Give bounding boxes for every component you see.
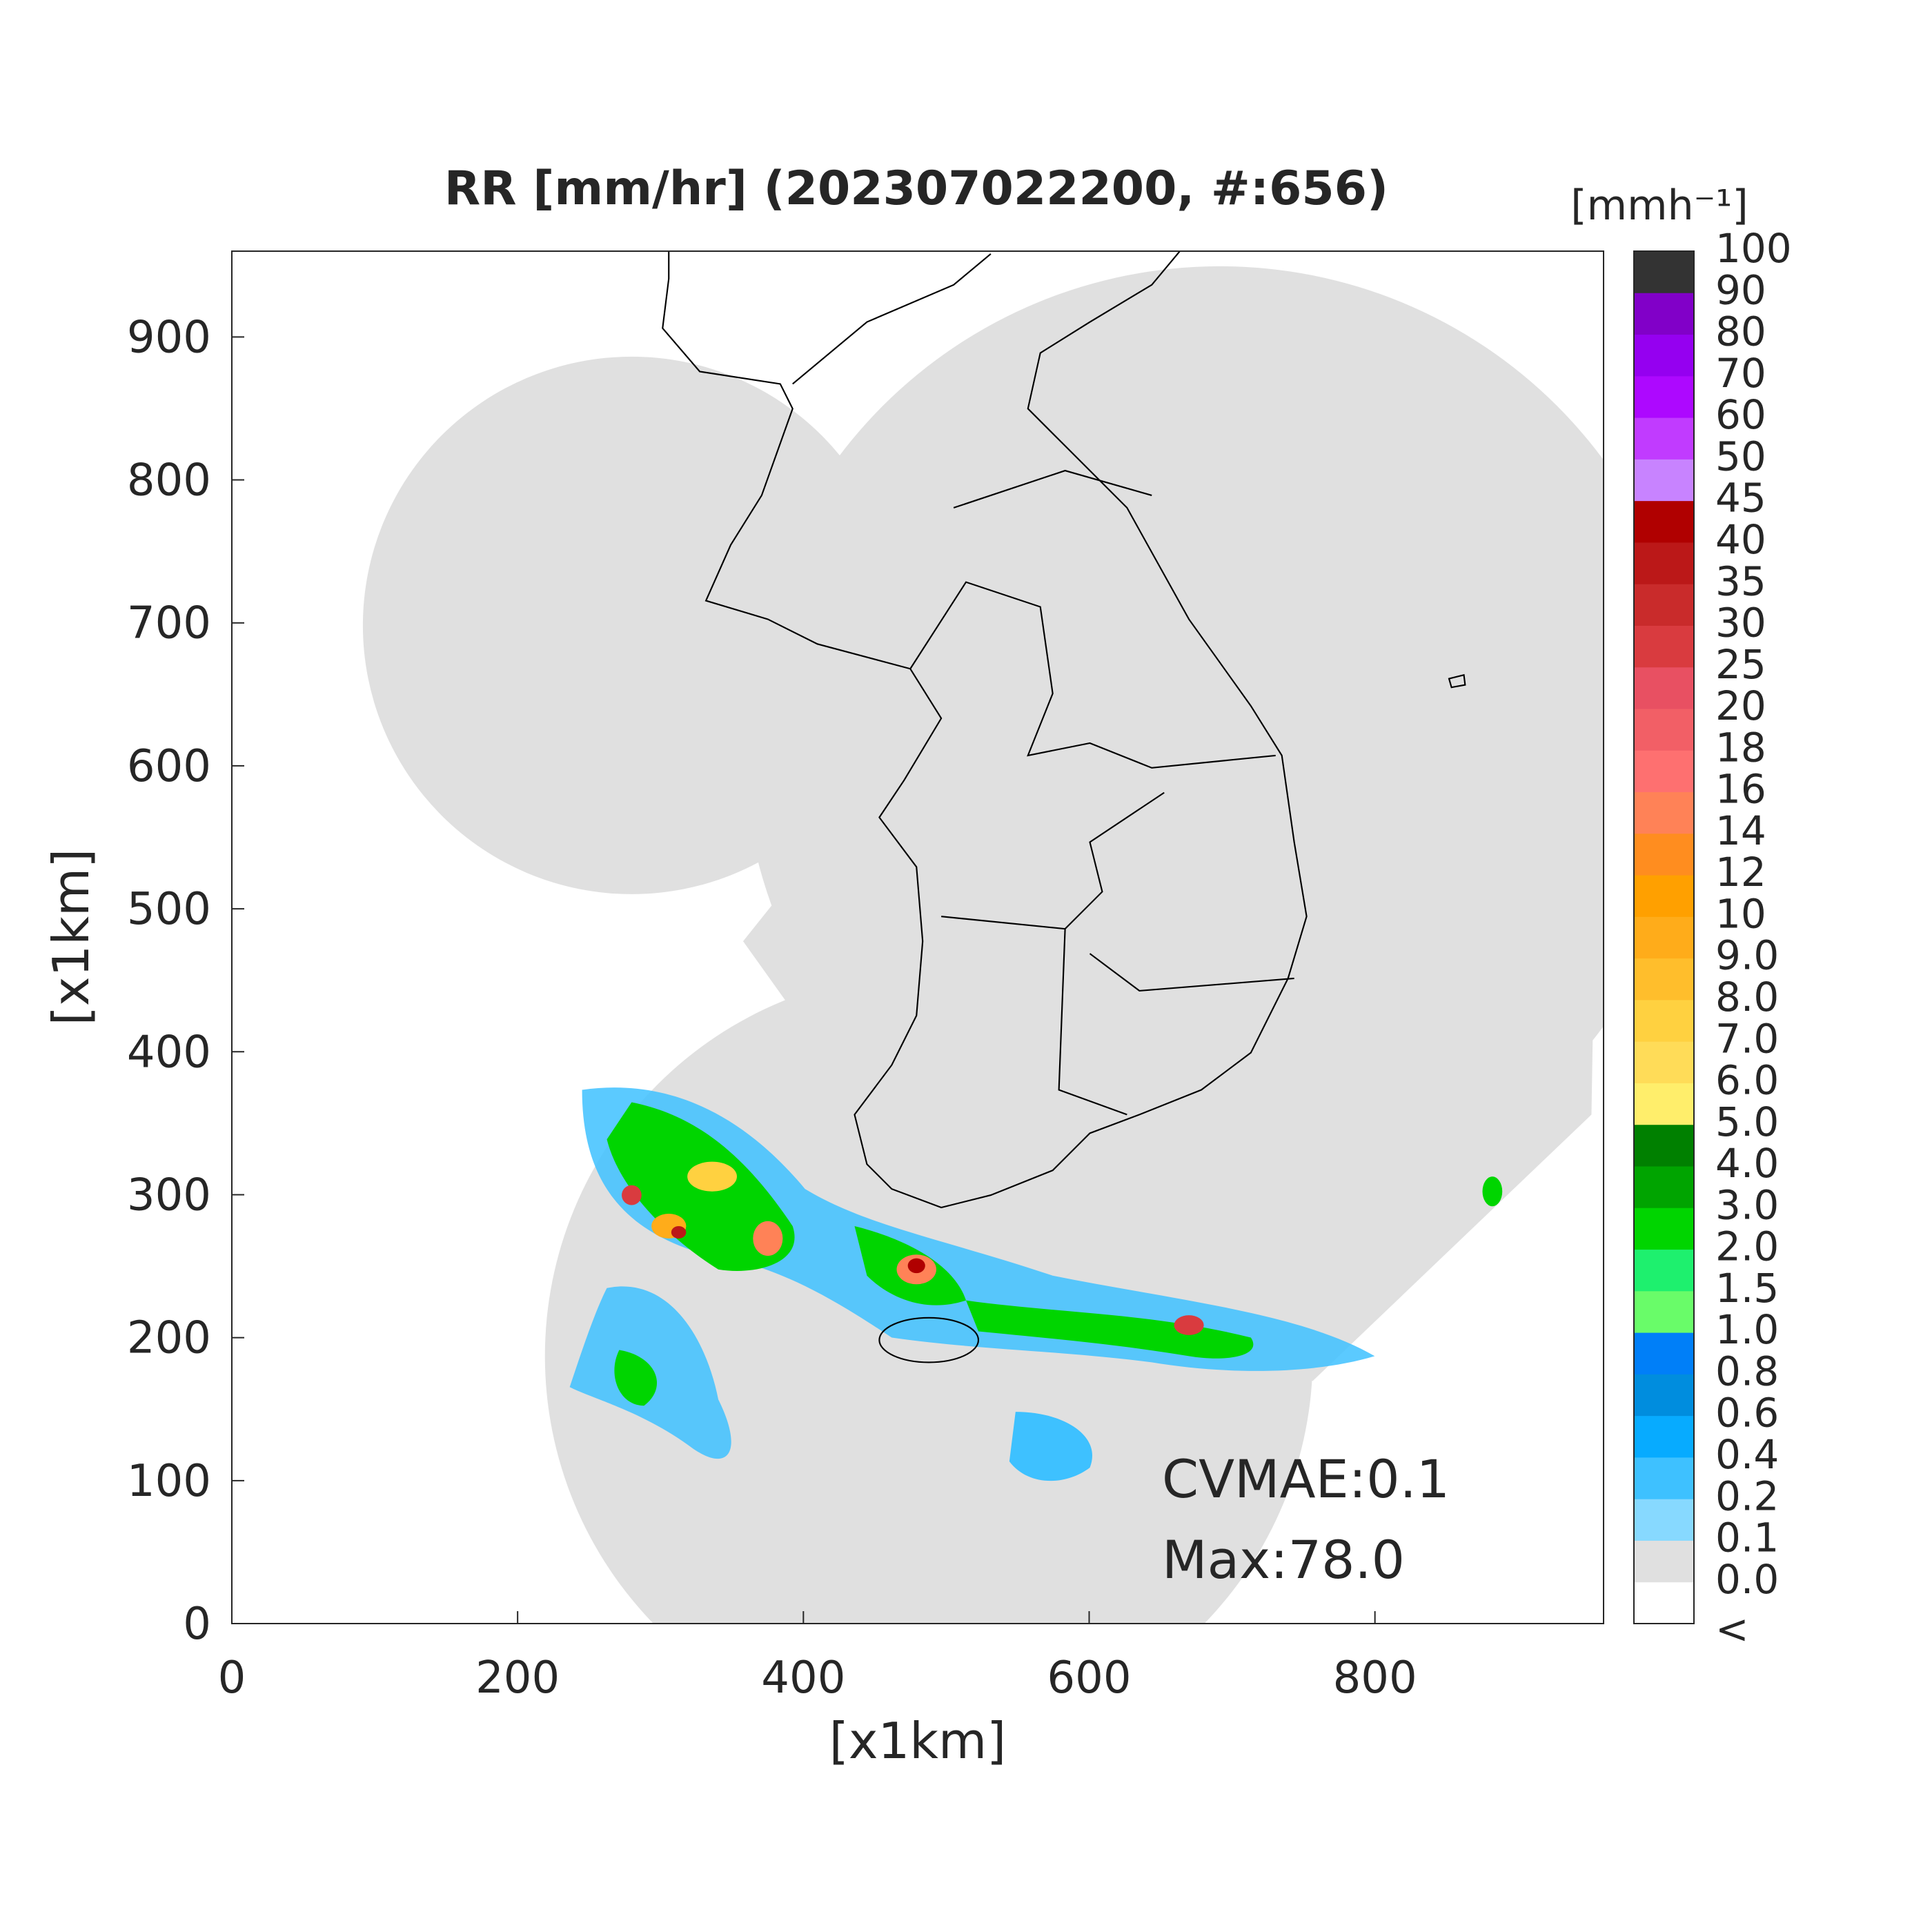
colorbar-label: 25 [1715, 641, 1766, 688]
colorbar-label: 0.6 [1715, 1390, 1779, 1437]
colorbar-label: < [1715, 1606, 1749, 1653]
x-tick-label: 600 [1047, 1653, 1131, 1704]
colorbar-bin [1634, 542, 1694, 584]
axes-box [231, 250, 1604, 1624]
colorbar-bin [1634, 251, 1694, 293]
colorbar-label: 60 [1715, 391, 1766, 438]
colorbar-bin [1634, 375, 1694, 418]
colorbar-bin [1634, 334, 1694, 377]
colorbar-label: 0.4 [1715, 1431, 1779, 1478]
colorbar-bin [1634, 625, 1694, 668]
colorbar-bin [1634, 709, 1694, 751]
colorbar-label: 90 [1715, 266, 1766, 313]
colorbar-bin [1634, 833, 1694, 876]
colorbar-bin [1634, 1540, 1694, 1583]
annotation: Max:78.0 [1162, 1529, 1405, 1590]
colorbar-bin [1634, 1083, 1694, 1125]
colorbar-label: 0.2 [1715, 1472, 1779, 1519]
colorbar-label: 16 [1715, 766, 1766, 813]
colorbar-label: 14 [1715, 807, 1766, 854]
x-tick-label: 400 [761, 1653, 845, 1704]
colorbar-label: 0.1 [1715, 1515, 1779, 1561]
colorbar-label: 7.0 [1715, 1015, 1779, 1062]
y-axis-label: [x1km] [42, 849, 100, 1025]
colorbar-bin [1634, 1166, 1694, 1208]
colorbar-label: 2.0 [1715, 1223, 1779, 1270]
colorbar-bin [1634, 417, 1694, 460]
y-tick-label: 800 [127, 455, 211, 506]
colorbar-label: 6.0 [1715, 1057, 1779, 1104]
colorbar-label: 50 [1715, 433, 1766, 480]
colorbar-label: 9.0 [1715, 932, 1779, 979]
y-tick-label: 900 [127, 312, 211, 363]
annotation: CVMAE:0.1 [1162, 1448, 1450, 1510]
x-axis-label: [x1km] [829, 1712, 1006, 1770]
colorbar-bin [1634, 1457, 1694, 1499]
x-tick-label: 0 [218, 1653, 246, 1704]
colorbar-label: 100 [1715, 225, 1792, 272]
colorbar-bin [1634, 1124, 1694, 1167]
colorbar-bin [1634, 999, 1694, 1042]
map-layer [362, 251, 1604, 1624]
colorbar-bin [1634, 916, 1694, 959]
colorbar-label: 80 [1715, 308, 1766, 355]
colorbar-bin [1634, 500, 1694, 543]
colorbar-bin [1634, 875, 1694, 917]
colorbar-label: 45 [1715, 475, 1766, 522]
colorbar-bin [1634, 791, 1694, 834]
colorbar-label: 10 [1715, 890, 1766, 937]
colorbar-bin [1634, 1415, 1694, 1458]
colorbar-bin [1634, 1249, 1694, 1292]
y-tick-label: 600 [127, 741, 211, 792]
colorbar-label: 3.0 [1715, 1181, 1779, 1228]
colorbar-label: 30 [1715, 600, 1766, 647]
y-tick-label: 200 [127, 1313, 211, 1364]
colorbar-label: 1.5 [1715, 1265, 1779, 1312]
colorbar-bin [1634, 1041, 1694, 1083]
colorbar-label: 20 [1715, 682, 1766, 729]
radar-coverage [362, 266, 1604, 1624]
colorbar-bin [1634, 1332, 1694, 1374]
y-tick-label: 400 [127, 1027, 211, 1078]
colorbar-label: 12 [1715, 849, 1766, 896]
colorbar-label: 40 [1715, 516, 1766, 563]
x-tick-label: 800 [1333, 1653, 1417, 1704]
colorbar-bin [1634, 584, 1694, 626]
colorbar-label: 18 [1715, 724, 1766, 771]
colorbar-label: 4.0 [1715, 1140, 1779, 1187]
y-tick-label: 500 [127, 884, 211, 935]
colorbar-bin [1634, 1290, 1694, 1333]
chart-title: RR [mm/hr] (202307022200, #:656) [444, 161, 1388, 216]
y-tick-label: 300 [127, 1170, 211, 1221]
colorbar-bin [1634, 459, 1694, 502]
colorbar-bin [1634, 1374, 1694, 1417]
colorbar-bin [1634, 1208, 1694, 1250]
colorbar-label: 35 [1715, 558, 1766, 604]
colorbar-bin [1634, 958, 1694, 1000]
y-tick-label: 100 [127, 1456, 211, 1507]
colorbar-label: 0.0 [1715, 1556, 1779, 1603]
colorbar-bin [1634, 1499, 1694, 1541]
colorbar-frame [1633, 250, 1695, 1624]
precipitation [569, 1087, 1503, 1481]
colorbar-label: 8.0 [1715, 974, 1779, 1021]
colorbar-bin [1634, 667, 1694, 709]
colorbar-bin [1634, 750, 1694, 793]
colorbar-bin [1634, 293, 1694, 335]
colorbar-bin [1634, 1581, 1694, 1624]
colorbar-label: 1.0 [1715, 1306, 1779, 1353]
colorbar-unit: [mmh⁻¹] [1570, 181, 1748, 230]
colorbar-label: 0.8 [1715, 1348, 1779, 1394]
y-tick-label: 700 [127, 598, 211, 649]
radar-field [362, 251, 1604, 1624]
x-tick-label: 200 [475, 1653, 560, 1704]
coastline [662, 251, 1466, 1363]
colorbar-label: 5.0 [1715, 1098, 1779, 1145]
y-tick-label: 0 [183, 1599, 211, 1650]
colorbar-label: 70 [1715, 350, 1766, 397]
